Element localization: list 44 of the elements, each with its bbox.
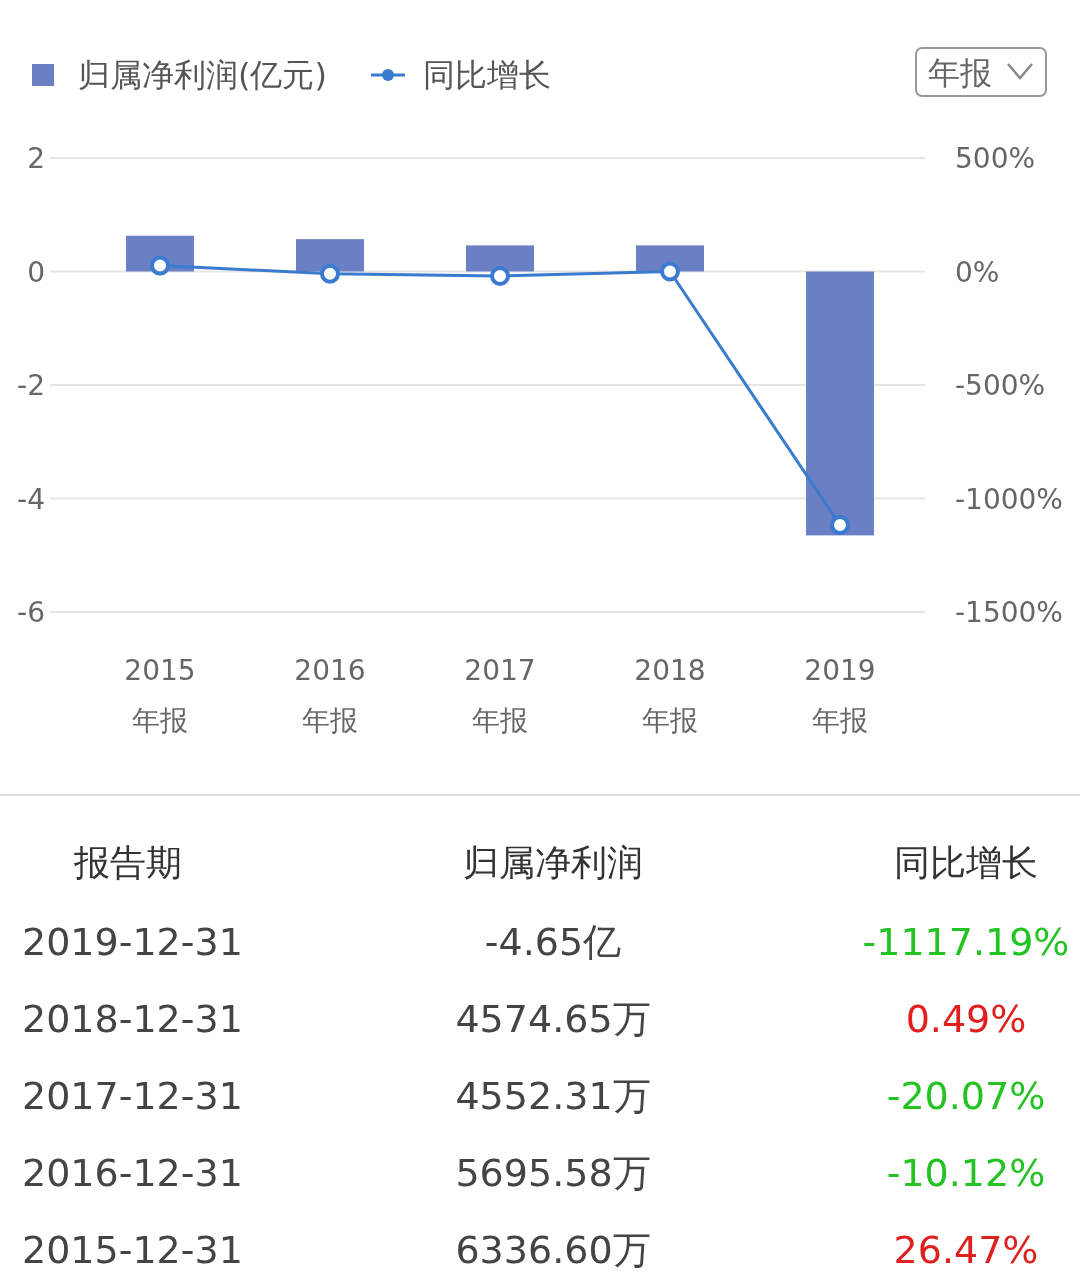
bar <box>466 245 534 272</box>
legend-label: 同比增长 <box>422 56 551 94</box>
text: 4552.31万 <box>455 1074 651 1118</box>
y-tick-label: 2 <box>27 142 45 175</box>
text: -20.07% <box>886 1074 1046 1118</box>
point <box>320 263 340 284</box>
y2-tick-label: -1000% <box>955 482 1063 516</box>
y-tick-label: -4 <box>17 482 45 516</box>
text: 同比增长 <box>894 842 1038 883</box>
x-tick-label: 2019 年报 <box>804 654 876 737</box>
text: 年报 <box>928 54 992 92</box>
y-tick-label: -6 <box>17 596 45 629</box>
point <box>660 261 680 282</box>
legend-label: 归属净利润(亿元) <box>78 56 327 94</box>
y-tick-label: -2 <box>17 369 45 402</box>
y2-tick-label: 0% <box>955 255 1000 289</box>
text: 4574.65万 <box>455 997 651 1041</box>
y2-tick-label: 500% <box>955 142 1036 175</box>
x-tick-label: 2015 年报 <box>124 654 196 737</box>
point <box>490 266 510 287</box>
point <box>830 515 850 536</box>
text: 26.47% <box>893 1228 1039 1272</box>
text: 2017-12-31 <box>22 1074 243 1118</box>
text: -4.65亿 <box>484 920 622 964</box>
y2-tick-label: -1500% <box>955 596 1063 629</box>
text: 报告期 <box>73 842 182 883</box>
text: -1117.19% <box>862 920 1070 964</box>
point <box>150 255 170 276</box>
text: 2019-12-31 <box>22 920 243 964</box>
y2-tick-label: -500% <box>955 369 1046 402</box>
text: 6336.60万 <box>455 1228 651 1272</box>
text: 5695.58万 <box>455 1151 651 1195</box>
text: 归属净利润 <box>463 842 643 883</box>
x-tick-label: 2016 年报 <box>294 654 366 737</box>
text: 2016-12-31 <box>22 1151 243 1195</box>
bar <box>296 239 364 272</box>
y-tick-label: 0 <box>27 255 45 289</box>
text: 2018-12-31 <box>22 997 243 1041</box>
x-tick-label: 2018 年报 <box>634 654 706 737</box>
x-tick-label: 2017 年报 <box>464 654 536 737</box>
text: 0.49% <box>905 997 1027 1041</box>
text: 2015-12-31 <box>22 1228 243 1272</box>
text: -10.12% <box>886 1151 1046 1195</box>
bar <box>806 271 874 536</box>
